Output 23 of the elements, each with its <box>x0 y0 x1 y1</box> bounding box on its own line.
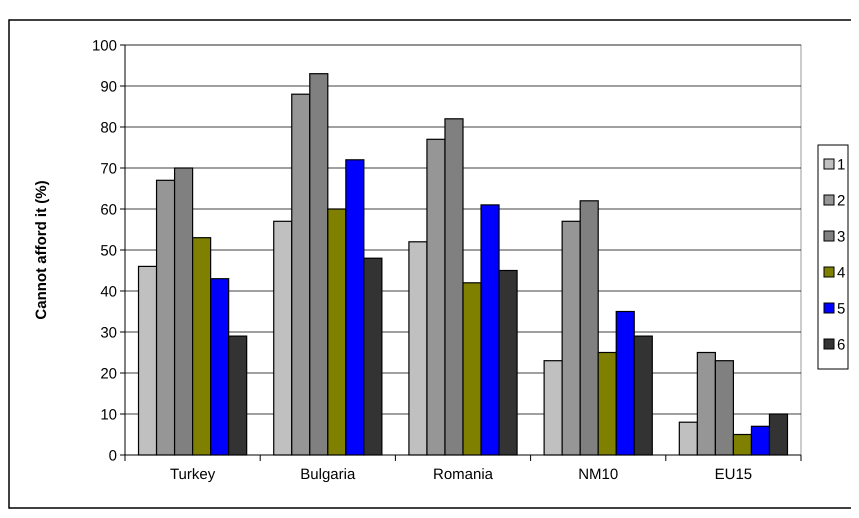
y-tick-label: 50 <box>100 242 117 260</box>
legend-label: 2 <box>837 192 846 210</box>
y-tick-label: 90 <box>100 78 117 96</box>
legend-label: 5 <box>837 300 846 318</box>
y-tick-label: 80 <box>100 119 117 136</box>
legend-label: 4 <box>837 264 846 282</box>
y-tick-label: 30 <box>100 324 117 342</box>
x-tick-label: NM10 <box>578 466 618 483</box>
y-tick-label: 10 <box>100 406 117 424</box>
y-tick-label: 60 <box>100 201 117 218</box>
x-tick-label: EU15 <box>714 466 752 483</box>
y-axis-title: Cannot afford it (%) <box>33 180 50 320</box>
y-tick-label: 20 <box>100 365 117 382</box>
y-tick-label: 0 <box>108 447 117 464</box>
legend-label: 1 <box>837 156 846 174</box>
legend-label: 6 <box>837 336 846 354</box>
y-tick-label: 70 <box>100 160 117 178</box>
x-tick-label: Romania <box>432 466 494 483</box>
legend-label: 3 <box>837 228 846 246</box>
y-tick-label: 100 <box>92 37 117 54</box>
x-tick-label: Bulgaria <box>300 466 356 483</box>
x-tick-label: Turkey <box>170 466 216 483</box>
y-tick-label: 40 <box>100 283 117 300</box>
